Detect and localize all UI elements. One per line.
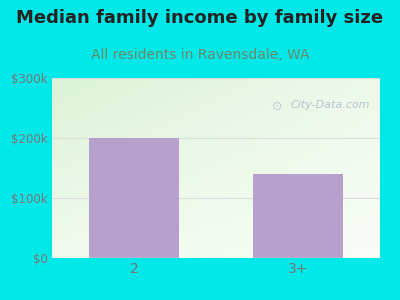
Bar — [89, 138, 179, 258]
Text: Median family income by family size: Median family income by family size — [16, 9, 384, 27]
Bar — [253, 174, 343, 258]
Text: City-Data.com: City-Data.com — [291, 100, 370, 110]
Text: All residents in Ravensdale, WA: All residents in Ravensdale, WA — [91, 48, 309, 62]
Text: ⊙: ⊙ — [272, 100, 282, 112]
